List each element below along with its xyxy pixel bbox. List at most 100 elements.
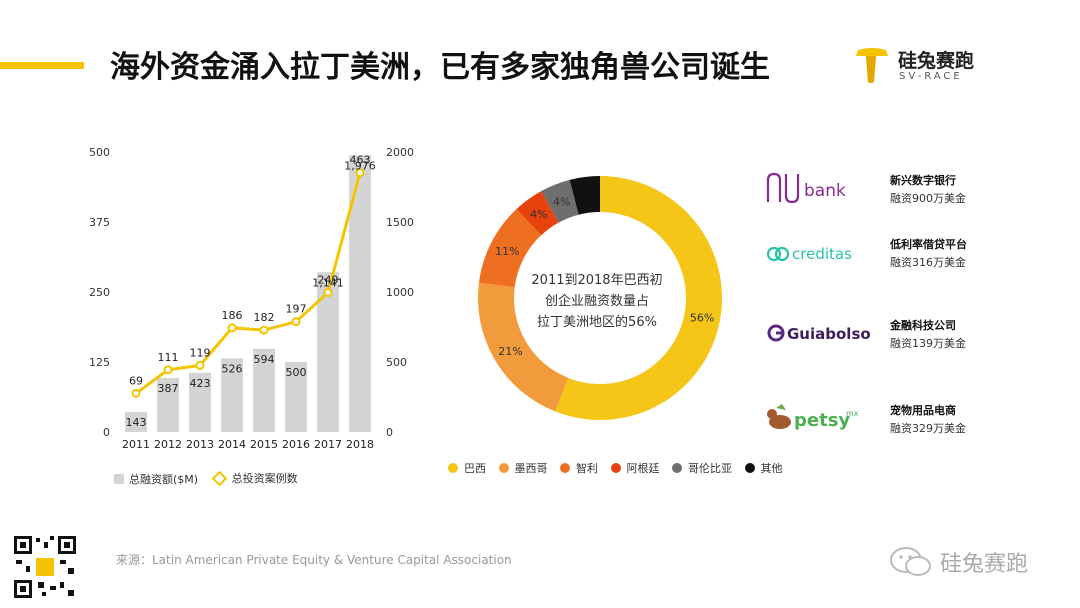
donut-center-text: 2011到2018年巴西初 创企业融资数量占 拉丁美洲地区的56%	[522, 270, 672, 333]
legend-swatch-line	[211, 470, 227, 486]
petsy-logo-text: petsy	[794, 410, 850, 431]
bar-2014	[221, 358, 243, 432]
brand-logo-icon	[856, 48, 888, 83]
wechat-account-name: 硅兔赛跑	[940, 552, 1029, 577]
legend-dot	[744, 463, 755, 473]
donut-slice-label: 4%	[530, 208, 547, 221]
x-tick-label: 2018	[346, 438, 374, 451]
legend-dot	[610, 463, 621, 473]
right-axis-tick: 0	[386, 426, 393, 439]
bar-2011	[125, 411, 147, 432]
legend-label-deals: 总投资案例数	[231, 472, 298, 485]
company-funding: 融资139万美金	[890, 337, 966, 350]
company-name: 宠物用品电商	[890, 404, 956, 417]
bar-value-label: 387	[158, 382, 179, 395]
donut-slice-阿根廷	[516, 191, 559, 236]
donut-slice-墨西哥	[478, 282, 569, 412]
donut-slice-哥伦比亚	[541, 179, 579, 223]
qr-code-icon	[12, 534, 78, 600]
right-axis-tick: 1500	[386, 216, 414, 229]
legend-item-chile: 智利	[560, 460, 598, 476]
guiabolso-logo-text: Guiabolso	[787, 325, 871, 343]
bar-2013	[189, 372, 211, 432]
deals-point	[227, 323, 237, 333]
deals-value-label: 463	[350, 154, 371, 167]
donut-slice-智利	[478, 209, 542, 288]
company-funding: 融资329万美金	[890, 422, 966, 435]
guiabolso-logo-icon: Guiabolso	[767, 324, 871, 343]
deals-value-label: 69	[129, 374, 143, 387]
legend-label: 阿根廷	[626, 462, 660, 475]
company-name: 低利率借贷平台	[890, 238, 967, 251]
right-axis-tick: 1000	[386, 286, 414, 299]
legend-label: 哥伦比亚	[688, 462, 732, 475]
left-axis-tick: 125	[89, 356, 110, 369]
legend-dot	[498, 463, 509, 473]
brand-logo-block: 硅兔赛跑 SV-RACE	[852, 44, 992, 90]
funding-combo-chart: 0 125 250 375 500 0 500 1000 1500 2000 2011 2012 2…	[89, 146, 414, 451]
donut-center-line-1: 2011到2018年巴西初	[531, 273, 663, 288]
page-title: 海外资金涌入拉丁美洲，已有多家独角兽公司诞生	[110, 50, 770, 85]
country-share-donut: 56% 21% 11% 4% 4%	[478, 176, 722, 420]
deals-point	[195, 360, 205, 370]
wechat-icon	[890, 547, 931, 576]
company-funding: 融资900万美金	[890, 192, 966, 205]
x-tick-label: 2012	[154, 438, 182, 451]
deals-point	[131, 388, 141, 398]
legend-dot	[672, 463, 682, 473]
donut-slice-巴西	[555, 176, 722, 420]
bar-value-label: 594	[254, 353, 275, 366]
deals-point	[323, 288, 333, 298]
deals-line	[135, 172, 362, 395]
bar-value-label: 423	[190, 377, 211, 390]
donut-slice-label: 21%	[498, 345, 522, 358]
legend-label: 其他	[760, 462, 783, 475]
company-card-petsy: petsy mx 宠物用品电商 融资329万美金	[764, 396, 1064, 446]
left-axis-tick: 250	[89, 286, 110, 299]
legend-label: 巴西	[464, 462, 486, 475]
wechat-watermark: 硅兔赛跑	[888, 544, 1058, 580]
bar-value-label: 143	[126, 416, 147, 429]
company-name: 新兴数字银行	[890, 174, 956, 187]
bar-value-label: 500	[286, 366, 307, 379]
deals-point	[355, 168, 365, 178]
legend-item-brazil: 巴西	[448, 460, 486, 476]
x-tick-label: 2013	[186, 438, 214, 451]
legend-label-amount: 总融资额($M)	[129, 472, 199, 486]
legend-swatch-bar	[114, 473, 124, 484]
legend-item-amount: 总融资额($M)	[114, 471, 198, 487]
legend-dot	[448, 463, 458, 473]
company-name: 金融科技公司	[890, 319, 956, 332]
brand-subtitle: SV-RACE	[899, 71, 963, 82]
petsy-logo-suffix: mx	[846, 409, 859, 418]
creditas-logo-icon: creditas	[766, 245, 852, 263]
bar-2015	[253, 348, 275, 432]
left-axis-tick: 375	[89, 216, 110, 229]
deals-value-label: 186	[222, 309, 243, 322]
nubank-logo-text: bank	[804, 181, 846, 201]
nubank-logo-icon: bank	[766, 172, 846, 204]
donut-slice-label: 4%	[553, 195, 570, 208]
bar-2017	[317, 272, 339, 432]
company-card-nubank: bank 新兴数字银行 融资900万美金	[764, 166, 1064, 216]
legend-dot	[560, 463, 570, 473]
company-card-creditas: creditas 低利率借贷平台 融资316万美金	[764, 230, 1064, 280]
combo-legend: 总融资额($M) 总投资案例数	[114, 470, 310, 487]
deals-value-label: 119	[190, 346, 211, 359]
legend-item-other: 其他	[744, 460, 783, 476]
accent-bar	[0, 62, 84, 69]
deals-value-label: 197	[286, 303, 307, 316]
source-note: 来源：Latin American Private Equity & Ventu…	[116, 553, 512, 567]
donut-legend: 巴西 墨西哥 智利 阿根廷 哥伦比亚 其他	[448, 460, 792, 476]
x-tick-label: 2014	[218, 438, 246, 451]
donut-slice-其他	[569, 176, 600, 215]
x-tick-label: 2015	[250, 438, 278, 451]
x-tick-label: 2016	[282, 438, 310, 451]
donut-center-line-2: 创企业融资数量占	[544, 294, 649, 309]
legend-label: 智利	[576, 462, 598, 475]
x-tick-label: 2017	[314, 438, 342, 451]
donut-center-line-3: 拉丁美洲地区的56%	[537, 315, 657, 330]
legend-item-argentina: 阿根廷	[610, 460, 660, 476]
bar-2016	[285, 362, 307, 432]
legend-item-mexico: 墨西哥	[498, 460, 548, 476]
